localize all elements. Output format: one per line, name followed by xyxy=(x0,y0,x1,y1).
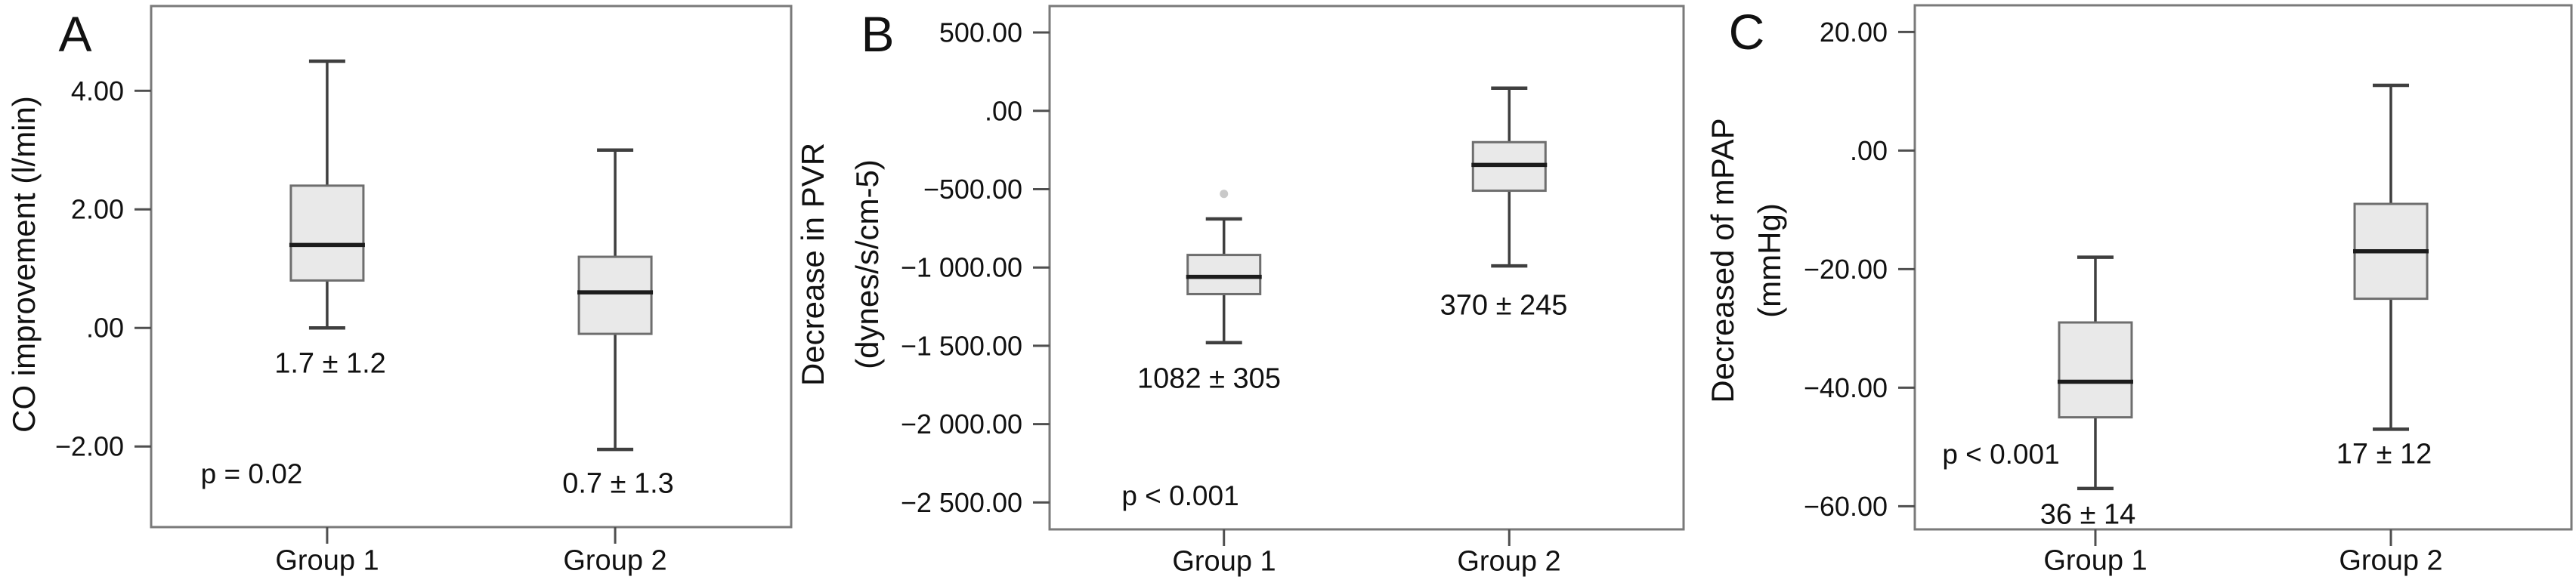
y-axis-title-panel-c-line2: (mmHg) xyxy=(1752,203,1787,318)
y-tick-label: 20.00 xyxy=(1820,17,1888,48)
y-tick-label: −1 500.00 xyxy=(901,330,1022,361)
y-tick-label: 4.00 xyxy=(71,76,124,106)
panel-letter-a: A xyxy=(58,6,93,62)
y-tick-label: −40.00 xyxy=(1804,372,1888,403)
x-category-label: Group 1 xyxy=(1172,545,1276,578)
p-value-label: p = 0.02 xyxy=(200,458,303,489)
p-value-label: p < 0.001 xyxy=(1942,439,2060,470)
panel-letter-b: B xyxy=(861,6,895,62)
mean-sd-annotation: 1.7 ± 1.2 xyxy=(274,347,386,380)
x-category-label: Group 1 xyxy=(275,544,379,577)
y-tick-label: .00 xyxy=(985,95,1022,126)
mean-sd-annotation: 0.7 ± 1.3 xyxy=(562,467,674,500)
box xyxy=(1186,254,1262,295)
y-tick-label: −2.00 xyxy=(55,431,124,462)
x-category-label: Group 2 xyxy=(2339,544,2443,577)
y-tick-label: −20.00 xyxy=(1804,254,1888,285)
mean-sd-annotation: 370 ± 245 xyxy=(1440,289,1568,322)
y-axis-title-panel-b-line2: (dynes/s/cm-5) xyxy=(849,159,885,369)
y-tick-label: 2.00 xyxy=(71,194,124,225)
y-axis-title-panel-a: CO improvement (l/min) xyxy=(6,96,42,433)
plot-frame xyxy=(150,5,793,529)
plot-frame xyxy=(1913,4,2573,531)
x-category-label: Group 2 xyxy=(563,544,667,577)
box xyxy=(2058,321,2133,419)
y-tick-label: −500.00 xyxy=(923,174,1022,205)
mean-sd-annotation: 36 ± 14 xyxy=(2039,498,2136,531)
x-category-label: Group 2 xyxy=(1457,545,1561,578)
x-category-label: Group 1 xyxy=(2043,544,2148,577)
y-tick-label: −2 500.00 xyxy=(901,487,1022,518)
panel-letter-c: C xyxy=(1728,4,1766,60)
outlier-dot xyxy=(1220,190,1229,199)
p-value-label: p < 0.001 xyxy=(1121,480,1239,511)
y-tick-label: −60.00 xyxy=(1804,491,1888,522)
mean-sd-annotation: 17 ± 12 xyxy=(2336,438,2432,470)
y-tick-label: −1 000.00 xyxy=(901,252,1022,283)
y-tick-label: .00 xyxy=(86,313,124,344)
y-tick-label: .00 xyxy=(1850,135,1888,166)
mean-sd-annotation: 1082 ± 305 xyxy=(1137,362,1281,395)
y-tick-label: −2 000.00 xyxy=(901,409,1022,440)
plot-frame xyxy=(1048,5,1685,531)
y-tick-label: 500.00 xyxy=(939,17,1022,48)
y-axis-title-panel-b-line1: Decrease in PVR xyxy=(795,142,830,387)
y-axis-title-panel-c-line1: Decreased of mPAP xyxy=(1705,118,1740,403)
box xyxy=(577,255,653,335)
box xyxy=(289,184,365,282)
